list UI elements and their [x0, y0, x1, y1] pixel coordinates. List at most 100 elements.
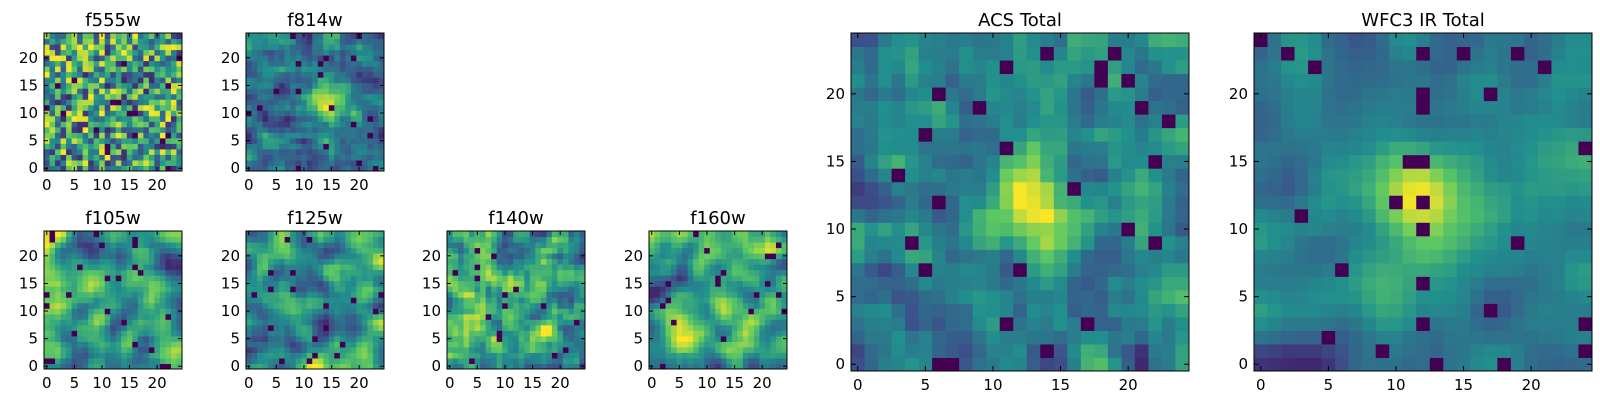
heatmap-cell — [715, 346, 722, 353]
heatmap-cell — [864, 87, 879, 102]
heatmap-cell — [496, 280, 503, 287]
heatmap-cell — [535, 269, 542, 276]
heatmap-cell — [986, 303, 1001, 318]
heatmap-cell — [491, 352, 498, 359]
heatmap-cell — [753, 313, 760, 320]
heatmap-cell — [306, 352, 313, 359]
heatmap-cell — [126, 269, 133, 276]
heatmap-cell — [339, 341, 346, 348]
heatmap-cell — [104, 258, 111, 265]
heatmap-cell — [251, 126, 258, 133]
heatmap-cell — [748, 346, 755, 353]
heatmap-cell — [1161, 303, 1176, 318]
heatmap-cell — [345, 71, 352, 78]
heatmap-cell — [115, 297, 122, 304]
heatmap-cell — [737, 341, 744, 348]
heatmap-cell — [491, 231, 498, 238]
heatmap-cell — [665, 346, 672, 353]
heatmap-cell — [170, 330, 177, 337]
heatmap-cell — [1053, 222, 1068, 237]
heatmap-cell — [345, 126, 352, 133]
heatmap-cell — [115, 55, 122, 62]
heatmap-cell — [82, 280, 89, 287]
heatmap-cell — [1013, 73, 1028, 88]
heatmap-cell — [350, 159, 357, 166]
heatmap-cell — [257, 341, 264, 348]
heatmap-cell — [361, 363, 368, 370]
heatmap-cell — [323, 297, 330, 304]
heatmap-cell — [507, 280, 514, 287]
heatmap-cell — [93, 291, 100, 298]
heatmap-cell — [49, 93, 56, 100]
heatmap-cell — [290, 77, 297, 84]
y-tick-label: 5 — [28, 330, 38, 348]
heatmap-cell — [257, 275, 264, 282]
heatmap-cell — [350, 247, 357, 254]
heatmap-cell — [1308, 208, 1323, 223]
heatmap-cell — [972, 303, 987, 318]
heatmap-cell — [1267, 357, 1282, 372]
heatmap-cell — [1443, 222, 1458, 237]
heatmap-cell — [720, 291, 727, 298]
heatmap-cell — [99, 148, 106, 155]
heatmap-cell — [49, 71, 56, 78]
heatmap-cell — [372, 352, 379, 359]
heatmap-cell — [715, 258, 722, 265]
heatmap-cell — [121, 363, 128, 370]
heatmap-cell — [121, 110, 128, 117]
heatmap-cell — [279, 269, 286, 276]
heatmap-cell — [1026, 154, 1041, 169]
heatmap-cell — [551, 363, 558, 370]
heatmap-cell — [126, 104, 133, 111]
heatmap-cell — [345, 313, 352, 320]
heatmap-cell — [496, 341, 503, 348]
heatmap-cell — [104, 44, 111, 51]
heatmap-cell — [551, 319, 558, 326]
heatmap-cell — [279, 302, 286, 309]
heatmap-cell — [529, 275, 536, 282]
heatmap-cell — [110, 363, 117, 370]
heatmap-cell — [1375, 222, 1390, 237]
heatmap-cell — [104, 352, 111, 359]
heatmap-cell — [110, 55, 117, 62]
heatmap-cell — [257, 148, 264, 155]
heatmap-cell — [864, 33, 879, 48]
heatmap-cell — [115, 286, 122, 293]
heatmap-cell — [372, 159, 379, 166]
heatmap-cell — [251, 352, 258, 359]
heatmap-cell — [1416, 235, 1431, 250]
heatmap-cell — [507, 269, 514, 276]
heatmap-cell — [518, 324, 525, 331]
heatmap-cell — [535, 264, 542, 271]
heatmap-cell — [312, 143, 319, 150]
heatmap-cell — [660, 319, 667, 326]
heatmap-cell — [1267, 276, 1282, 291]
heatmap-cell — [334, 352, 341, 359]
heatmap-cell — [770, 313, 777, 320]
heatmap-cell — [60, 352, 67, 359]
heatmap-cell — [334, 363, 341, 370]
heatmap-cell — [148, 346, 155, 353]
heatmap-cell — [654, 302, 661, 309]
heatmap-cell — [82, 49, 89, 56]
heatmap-cell — [932, 181, 947, 196]
heatmap-cell — [1551, 249, 1566, 264]
heatmap-cell — [159, 253, 166, 260]
heatmap-cell — [356, 60, 363, 67]
heatmap-cell — [665, 247, 672, 254]
heatmap-cell — [709, 346, 716, 353]
heatmap-cell — [781, 330, 788, 337]
heatmap-cell — [165, 71, 172, 78]
heatmap-cell — [1094, 235, 1109, 250]
heatmap-cell — [154, 66, 161, 73]
heatmap-cell — [137, 258, 144, 265]
heatmap-cell — [496, 313, 503, 320]
heatmap-cell — [731, 242, 738, 249]
heatmap-cell — [339, 77, 346, 84]
heatmap-cell — [295, 159, 302, 166]
heatmap-cell — [159, 38, 166, 45]
heatmap-cell — [726, 297, 733, 304]
heatmap-cell — [959, 316, 974, 331]
heatmap-cell — [945, 249, 960, 264]
heatmap-cell — [742, 313, 749, 320]
